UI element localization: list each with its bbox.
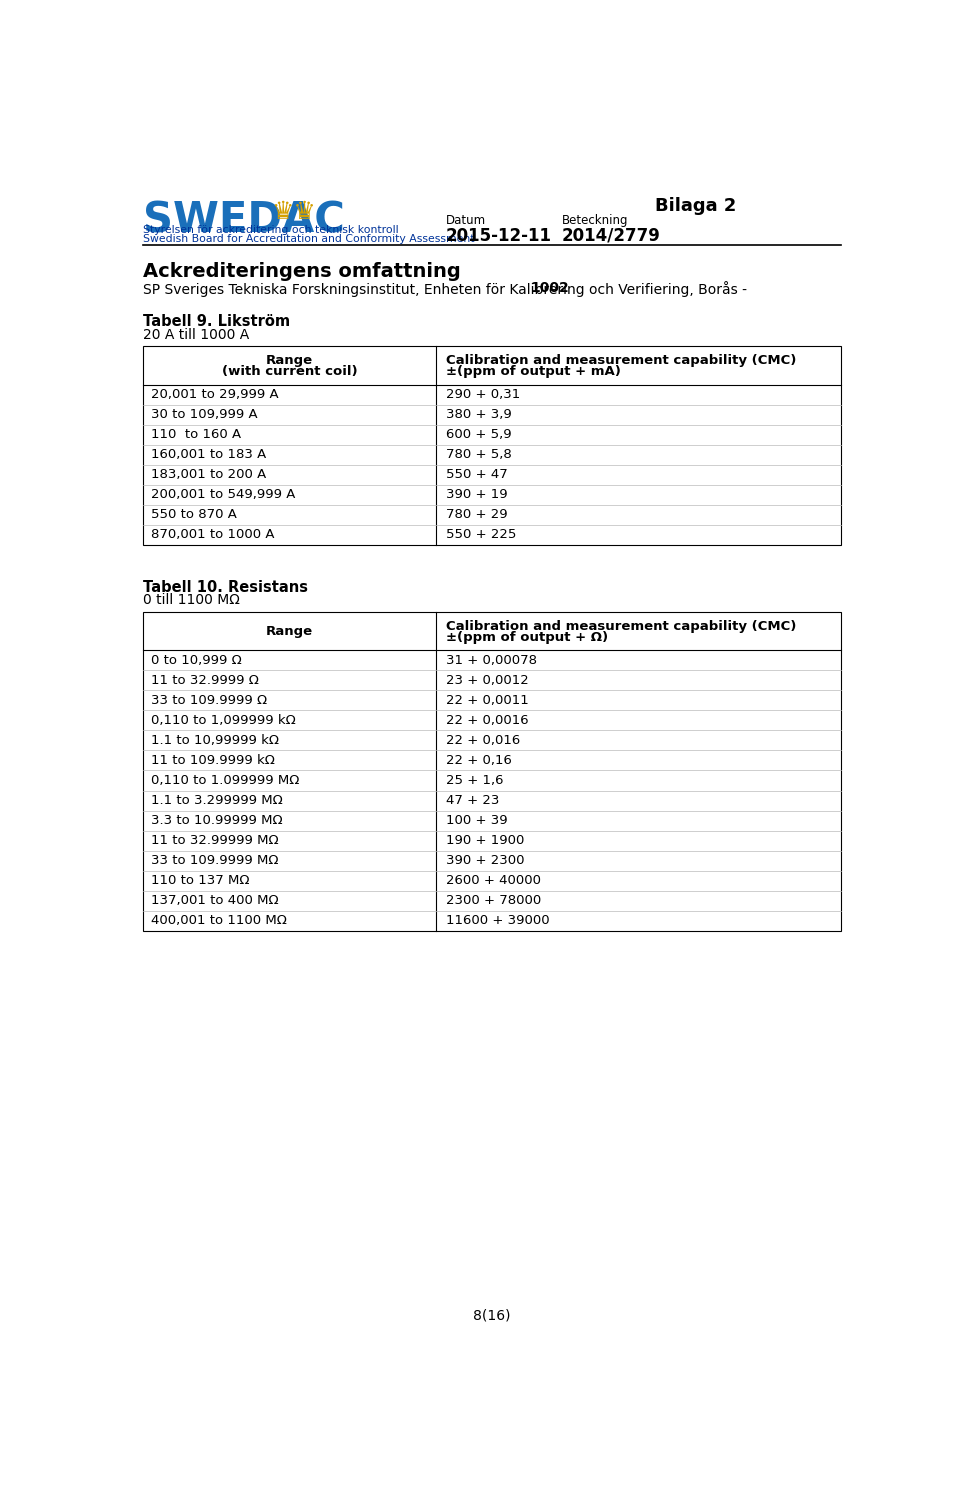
Text: 100 + 39: 100 + 39 <box>445 813 507 827</box>
Text: 183,001 to 200 A: 183,001 to 200 A <box>151 469 266 481</box>
Text: 23 + 0,0012: 23 + 0,0012 <box>445 674 528 686</box>
Text: Calibration and measurement capability (CMC): Calibration and measurement capability (… <box>445 620 796 634</box>
Text: 22 + 0,016: 22 + 0,016 <box>445 733 519 747</box>
Text: 25 + 1,6: 25 + 1,6 <box>445 774 503 788</box>
Text: 2300 + 78000: 2300 + 78000 <box>445 894 540 907</box>
Text: 1002: 1002 <box>530 281 569 295</box>
Text: Styrelsen för ackreditering och teknisk kontroll: Styrelsen för ackreditering och teknisk … <box>143 225 398 234</box>
Text: 31 + 0,00078: 31 + 0,00078 <box>445 653 537 667</box>
Text: 47 + 23: 47 + 23 <box>445 794 499 807</box>
Text: 137,001 to 400 MΩ: 137,001 to 400 MΩ <box>151 894 278 907</box>
Text: 22 + 0,16: 22 + 0,16 <box>445 754 512 767</box>
Text: 20 A till 1000 A: 20 A till 1000 A <box>143 328 250 342</box>
Text: 3.3 to 10.99999 MΩ: 3.3 to 10.99999 MΩ <box>151 813 282 827</box>
Text: 600 + 5,9: 600 + 5,9 <box>445 428 511 442</box>
Text: 290 + 0,31: 290 + 0,31 <box>445 389 519 401</box>
Text: 2014/2779: 2014/2779 <box>562 227 660 245</box>
Text: 870,001 to 1000 A: 870,001 to 1000 A <box>151 528 275 541</box>
Text: 2600 + 40000: 2600 + 40000 <box>445 874 540 888</box>
Text: 8(16): 8(16) <box>473 1308 511 1323</box>
Text: Calibration and measurement capability (CMC): Calibration and measurement capability (… <box>445 354 796 367</box>
Text: 11 to 32.99999 MΩ: 11 to 32.99999 MΩ <box>151 835 278 847</box>
Text: 0 to 10,999 Ω: 0 to 10,999 Ω <box>151 653 242 667</box>
Text: 110  to 160 A: 110 to 160 A <box>151 428 241 442</box>
Text: 0 till 1100 MΩ: 0 till 1100 MΩ <box>143 593 240 608</box>
Text: Datum: Datum <box>445 213 486 227</box>
Text: 0,110 to 1.099999 MΩ: 0,110 to 1.099999 MΩ <box>151 774 300 788</box>
Text: Ackrediteringens omfattning: Ackrediteringens omfattning <box>143 262 461 281</box>
Text: Bilaga 2: Bilaga 2 <box>655 197 736 215</box>
Text: 780 + 5,8: 780 + 5,8 <box>445 448 512 461</box>
Text: 1.1 to 3.299999 MΩ: 1.1 to 3.299999 MΩ <box>151 794 283 807</box>
Text: (with current coil): (with current coil) <box>222 364 357 378</box>
Text: 160,001 to 183 A: 160,001 to 183 A <box>151 448 266 461</box>
Text: SWEDAC: SWEDAC <box>143 200 346 242</box>
Text: 380 + 3,9: 380 + 3,9 <box>445 408 512 422</box>
Text: SP Sveriges Tekniska Forskningsinstitut, Enheten för Kalibrering och Verifiering: SP Sveriges Tekniska Forskningsinstitut,… <box>143 281 752 296</box>
Text: 2015-12-11: 2015-12-11 <box>445 227 551 245</box>
Text: Range: Range <box>266 354 313 367</box>
Text: 0,110 to 1,099999 kΩ: 0,110 to 1,099999 kΩ <box>151 714 296 727</box>
Text: 780 + 29: 780 + 29 <box>445 508 507 522</box>
Text: 11 to 32.9999 Ω: 11 to 32.9999 Ω <box>151 674 259 686</box>
Text: 390 + 19: 390 + 19 <box>445 488 507 502</box>
Text: Range: Range <box>266 624 313 638</box>
Text: 190 + 1900: 190 + 1900 <box>445 835 524 847</box>
Text: 1.1 to 10,99999 kΩ: 1.1 to 10,99999 kΩ <box>151 733 279 747</box>
Text: 11 to 109.9999 kΩ: 11 to 109.9999 kΩ <box>151 754 275 767</box>
Text: 30 to 109,999 A: 30 to 109,999 A <box>151 408 257 422</box>
Text: 550 to 870 A: 550 to 870 A <box>151 508 237 522</box>
Text: ♛♛: ♛♛ <box>271 200 316 224</box>
Bar <box>143 346 841 544</box>
Text: Beteckning: Beteckning <box>562 213 628 227</box>
Text: ±(ppm of output + mA): ±(ppm of output + mA) <box>445 364 620 378</box>
Text: 33 to 109.9999 Ω: 33 to 109.9999 Ω <box>151 694 267 708</box>
Text: 33 to 109.9999 MΩ: 33 to 109.9999 MΩ <box>151 854 278 866</box>
Text: 22 + 0,0016: 22 + 0,0016 <box>445 714 528 727</box>
Text: 390 + 2300: 390 + 2300 <box>445 854 524 866</box>
Text: ±(ppm of output + Ω): ±(ppm of output + Ω) <box>445 631 608 644</box>
Text: 110 to 137 MΩ: 110 to 137 MΩ <box>151 874 250 888</box>
Text: 550 + 225: 550 + 225 <box>445 528 516 541</box>
Text: 22 + 0,0011: 22 + 0,0011 <box>445 694 528 708</box>
Text: 550 + 47: 550 + 47 <box>445 469 507 481</box>
Text: Swedish Board for Accreditation and Conformity Assessment: Swedish Board for Accreditation and Conf… <box>143 234 475 243</box>
Text: 400,001 to 1100 MΩ: 400,001 to 1100 MΩ <box>151 915 287 927</box>
Text: 20,001 to 29,999 A: 20,001 to 29,999 A <box>151 389 278 401</box>
Text: 11600 + 39000: 11600 + 39000 <box>445 915 549 927</box>
Bar <box>143 612 841 931</box>
Text: 200,001 to 549,999 A: 200,001 to 549,999 A <box>151 488 296 502</box>
Text: Tabell 10. Resistans: Tabell 10. Resistans <box>143 579 308 594</box>
Text: Tabell 9. Likström: Tabell 9. Likström <box>143 314 290 330</box>
